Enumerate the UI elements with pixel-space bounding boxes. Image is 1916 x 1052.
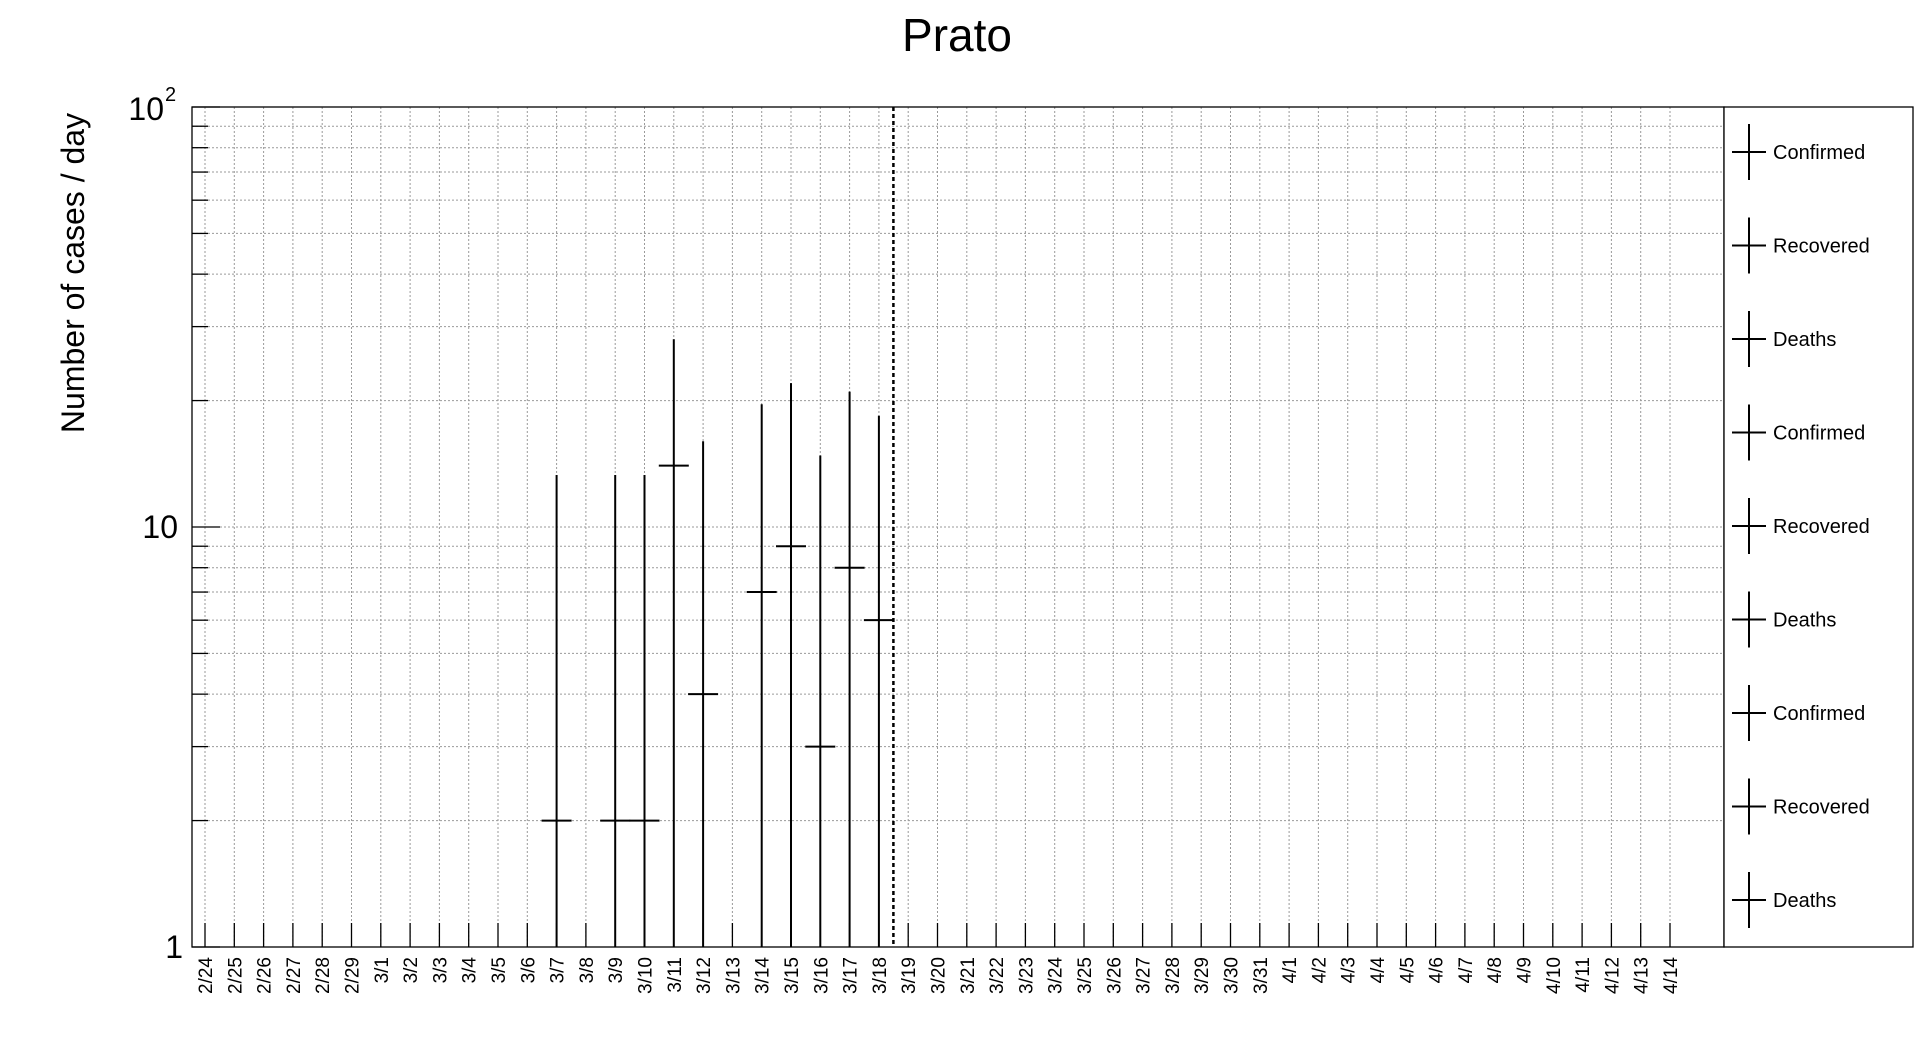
y-tick-label-1: 1 — [165, 929, 183, 965]
x-tick-label: 3/12 — [694, 957, 715, 994]
x-tick-label: 3/28 — [1163, 957, 1184, 994]
legend-entry: Recovered — [1732, 498, 1870, 554]
x-tick-label: 3/20 — [929, 957, 950, 994]
x-tick-label: 3/27 — [1134, 957, 1155, 994]
x-tick-label: 4/3 — [1339, 957, 1360, 983]
x-tick-label: 3/5 — [489, 957, 510, 983]
data-point — [658, 339, 689, 947]
x-tick-label: 3/22 — [987, 957, 1008, 994]
grid — [192, 107, 1724, 947]
x-tick-label: 4/2 — [1309, 957, 1330, 983]
x-tick-label: 4/10 — [1544, 957, 1565, 994]
x-tick-label: 2/27 — [284, 957, 305, 994]
x-tick-label: 3/23 — [1016, 957, 1037, 994]
x-tick-label: 2/28 — [313, 957, 334, 994]
data-point — [834, 391, 865, 947]
x-tick-label: 3/24 — [1046, 957, 1067, 994]
x-tick-label: 3/10 — [636, 957, 657, 994]
x-tick-label: 3/11 — [665, 957, 686, 993]
x-tick-label: 4/11 — [1573, 957, 1594, 993]
y-tick-label-10: 10 — [142, 509, 178, 545]
x-tick-label: 4/14 — [1661, 957, 1682, 994]
x-tick-label: 2/25 — [225, 957, 246, 994]
x-tick-label: 4/5 — [1397, 957, 1418, 983]
legend-label: Deaths — [1773, 890, 1836, 912]
x-tick-label: 3/15 — [782, 957, 803, 994]
x-tick-label: 4/9 — [1515, 957, 1536, 983]
legend-label: Recovered — [1773, 797, 1870, 819]
x-tick-label: 3/25 — [1075, 957, 1096, 994]
legend-entry: Confirmed — [1732, 404, 1865, 461]
y-tick-label-100-exponent: 2 — [165, 84, 176, 106]
data-point — [805, 455, 836, 947]
x-tick-label: 3/3 — [430, 957, 451, 983]
x-tick-label: 3/1 — [372, 957, 393, 983]
x-tick-label: 2/24 — [196, 957, 217, 994]
x-tick-label: 3/4 — [460, 957, 481, 984]
x-tick-label: 4/7 — [1456, 957, 1477, 983]
legend-entry: Deaths — [1732, 872, 1836, 928]
x-tick-label: 4/4 — [1368, 957, 1389, 984]
x-tick-label: 3/30 — [1222, 957, 1243, 994]
x-tick-label: 3/7 — [548, 957, 569, 983]
x-tick-label: 2/29 — [343, 957, 364, 994]
legend-entry: Confirmed — [1732, 685, 1865, 741]
legend-label: Recovered — [1773, 236, 1870, 258]
y-tick-label-100: 10 — [128, 91, 164, 127]
data-point — [776, 383, 806, 947]
x-tick-label: 3/18 — [870, 957, 891, 994]
x-tick-label: 3/14 — [753, 957, 774, 994]
legend-label: Confirmed — [1773, 423, 1865, 445]
x-tick-label: 4/13 — [1632, 957, 1653, 994]
y-axis-label: Number of cases / day — [55, 113, 91, 433]
x-tick-label: 3/16 — [811, 957, 832, 994]
legend-label: Recovered — [1773, 516, 1870, 538]
x-tick-label: 3/17 — [841, 957, 862, 994]
legend-entry: Recovered — [1732, 778, 1870, 835]
data-points — [541, 339, 894, 947]
legend-entry: Deaths — [1732, 591, 1836, 648]
x-tick-label: 3/13 — [723, 957, 744, 994]
x-tick-label: 3/8 — [577, 957, 598, 983]
x-tick-label: 3/2 — [401, 957, 422, 983]
data-point — [863, 415, 894, 947]
x-tick-label: 3/26 — [1104, 957, 1125, 994]
legend: Confirmed Recovered Deaths Confirmed Recover… — [1732, 124, 1870, 928]
chart-title: Prato — [902, 9, 1012, 61]
data-point — [688, 441, 719, 947]
y-tick-label-100-base: 10 — [128, 91, 164, 127]
x-tick-label: 3/9 — [606, 957, 627, 983]
x-tick-label: 4/12 — [1602, 957, 1623, 994]
x-tick-label: 4/1 — [1280, 957, 1301, 983]
legend-label: Confirmed — [1773, 703, 1865, 725]
legend-entry: Recovered — [1732, 217, 1870, 274]
data-point — [746, 404, 777, 947]
legend-label: Deaths — [1773, 610, 1836, 632]
legend-label: Confirmed — [1773, 142, 1865, 164]
x-tick-label: 3/19 — [899, 957, 920, 994]
legend-label: Deaths — [1773, 329, 1836, 351]
data-point — [629, 474, 660, 947]
x-tick-label: 3/6 — [518, 957, 539, 983]
data-point — [541, 474, 572, 947]
y-axis — [192, 106, 220, 948]
x-tick-label: 4/6 — [1427, 957, 1448, 983]
x-tick-label: 2/26 — [255, 957, 276, 994]
legend-entry: Deaths — [1732, 311, 1836, 367]
data-point — [600, 474, 631, 947]
x-axis: 2/24 2/25 2/26 2/27 2/28 2/29 3/1 3/2 3/3 3/4 3/5 3… — [196, 923, 1682, 994]
x-tick-label: 3/29 — [1192, 957, 1213, 994]
x-tick-label: 3/31 — [1251, 957, 1272, 994]
x-tick-label: 3/21 — [958, 957, 979, 994]
legend-entry: Confirmed — [1732, 124, 1865, 180]
x-tick-label: 4/8 — [1485, 957, 1506, 983]
